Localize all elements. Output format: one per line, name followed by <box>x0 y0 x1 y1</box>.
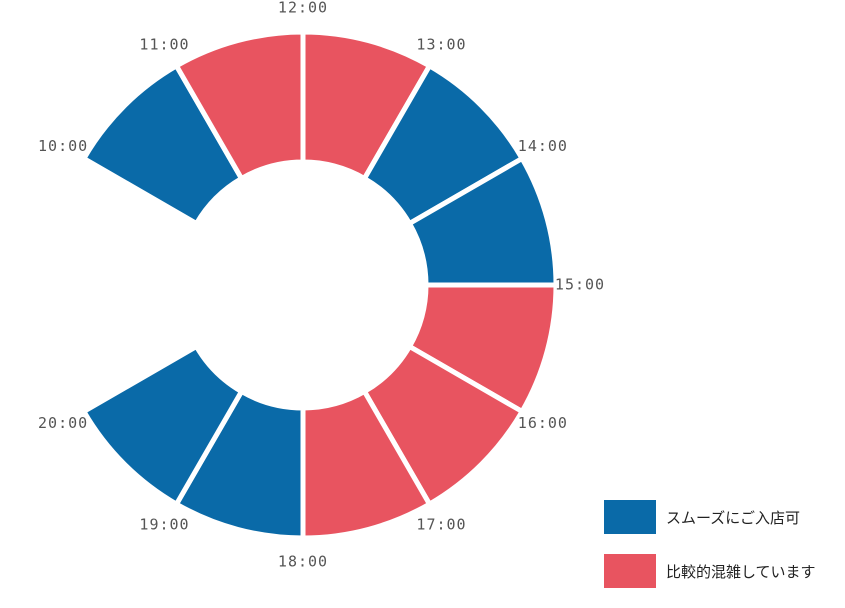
hour-label-1900: 19:00 <box>139 515 189 533</box>
legend-item-smooth: スムーズにご入店可 <box>604 500 816 534</box>
hour-label-1300: 13:00 <box>416 36 466 54</box>
hour-label-1100: 11:00 <box>139 36 189 54</box>
clock-donut-chart: 10:00 11:00 12:00 13:00 14:00 15:00 16:00 17:00… <box>38 0 605 571</box>
hour-label-1800: 18:00 <box>278 553 328 571</box>
chart-hour-labels: 10:00 11:00 12:00 13:00 14:00 15:00 16:00 17:00… <box>38 0 605 571</box>
hour-label-1600: 16:00 <box>518 414 568 432</box>
legend-swatch-smooth <box>604 500 656 534</box>
segment-1900-smooth <box>80 343 245 508</box>
legend-label-busy: 比較的混雑しています <box>666 562 816 581</box>
hour-label-2000: 20:00 <box>38 414 88 432</box>
chart-segments <box>80 29 559 541</box>
hour-label-1700: 17:00 <box>416 515 466 533</box>
legend-item-busy: 比較的混雑しています <box>604 554 816 588</box>
chart-legend: スムーズにご入店可 比較的混雑しています <box>604 500 816 608</box>
hour-label-1500: 15:00 <box>555 276 605 294</box>
hour-label-1000: 10:00 <box>38 137 88 155</box>
legend-swatch-busy <box>604 554 656 588</box>
hour-label-1400: 14:00 <box>518 137 568 155</box>
hour-label-1200: 12:00 <box>278 0 328 17</box>
legend-label-smooth: スムーズにご入店可 <box>666 508 800 527</box>
